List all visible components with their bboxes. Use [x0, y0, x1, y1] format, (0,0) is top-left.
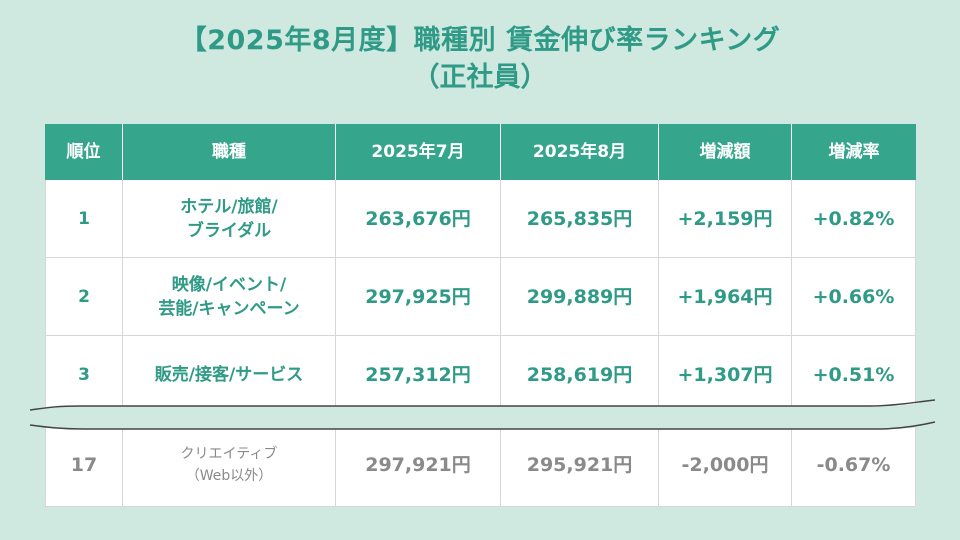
rank-cell: 1	[45, 180, 123, 258]
july-cell: 297,925円	[336, 258, 501, 336]
diff-cell: +1,964円	[659, 258, 792, 336]
rate-cell: -0.67%	[792, 424, 916, 507]
omission-wave-divider	[0, 399, 960, 430]
header-diff: 増減額	[659, 124, 792, 180]
job-line-2: （Web以外）	[185, 468, 273, 484]
july-cell: 263,676円	[336, 180, 501, 258]
page-title: 【2025年8月度】職種別 賃金伸び率ランキング （正社員）	[0, 22, 960, 96]
july-cell: 297,921円	[336, 424, 501, 507]
rate-cell: +0.66%	[792, 258, 916, 336]
header-august: 2025年8月	[501, 124, 659, 180]
job-line-1: クリエイティブ	[180, 446, 278, 462]
header-rank: 順位	[45, 124, 123, 180]
job-cell: ホテル/旅館/ブライダル	[123, 180, 336, 258]
ranking-table: 順位 職種 2025年7月 2025年8月 増減額 増減率 1 ホテル/旅館/ブ…	[45, 124, 916, 507]
august-cell: 265,835円	[501, 180, 659, 258]
job-line-1: 販売/接客/サービス	[154, 364, 304, 385]
diff-cell: +2,159円	[659, 180, 792, 258]
rank-cell: 2	[45, 258, 123, 336]
header-rate: 増減率	[792, 124, 916, 180]
job-line-1: 映像/イベント/	[171, 274, 287, 295]
august-cell: 295,921円	[501, 424, 659, 507]
job-line-2: ブライダル	[186, 220, 272, 241]
diff-cell: -2,000円	[659, 424, 792, 507]
august-cell: 299,889円	[501, 258, 659, 336]
table-row: 1 ホテル/旅館/ブライダル 263,676円 265,835円 +2,159円…	[45, 180, 916, 258]
job-line-2: 芸能/キャンペーン	[158, 298, 300, 319]
title-line-2: （正社員）	[412, 62, 548, 93]
rate-cell: +0.82%	[792, 180, 916, 258]
header-july: 2025年7月	[336, 124, 501, 180]
job-cell: クリエイティブ （Web以外）	[123, 424, 336, 507]
title-line-1: 【2025年8月度】職種別 賃金伸び率ランキング	[179, 25, 781, 56]
table-header-row: 順位 職種 2025年7月 2025年8月 増減額 増減率	[45, 124, 916, 180]
table-row-last: 17 クリエイティブ （Web以外） 297,921円 295,921円 -2,0…	[45, 424, 916, 507]
rank-cell: 17	[45, 424, 123, 507]
job-line-1: ホテル/旅館/	[180, 196, 278, 217]
header-job: 職種	[123, 124, 336, 180]
table-row: 2 映像/イベント/芸能/キャンペーン 297,925円 299,889円 +1…	[45, 258, 916, 336]
job-cell: 映像/イベント/芸能/キャンペーン	[123, 258, 336, 336]
